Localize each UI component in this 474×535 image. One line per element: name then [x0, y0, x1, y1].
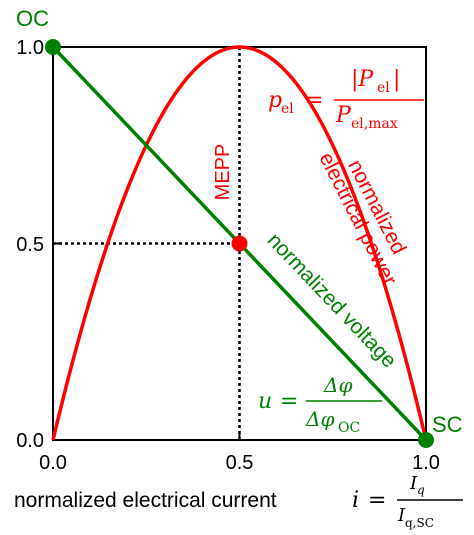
current-formula-symbol: i	[352, 488, 359, 513]
current-formula-denominator: I	[397, 505, 406, 526]
x-tick-label-0: 0.0	[39, 452, 67, 474]
current-formula-numerator: I	[409, 473, 418, 494]
sc-point	[418, 432, 434, 448]
power-formula-numerator: |P	[351, 67, 374, 92]
voltage-formula: u = Δφ Δφ OC	[258, 373, 382, 436]
power-formula-symbol-sub: el	[281, 101, 294, 117]
power-curve	[51, 45, 428, 441]
oc-point	[45, 39, 61, 55]
y-tick-label-1: 0.5	[16, 234, 44, 256]
voltage-formula-denominator: Δφ	[305, 407, 334, 431]
mepp-label: MEPP	[212, 144, 234, 201]
voltage-formula-symbol: u	[258, 389, 272, 414]
voltage-formula-numerator: Δφ	[323, 373, 352, 397]
power-formula-equals: =	[305, 88, 323, 113]
power-formula-numerator-sub: el	[377, 80, 390, 96]
voltage-formula-denominator-sub: OC	[338, 420, 360, 436]
x-tick-label-1: 0.5	[226, 452, 254, 474]
oc-label: OC	[16, 6, 49, 31]
sc-label: SC	[432, 412, 463, 437]
voltage-formula-equals: =	[280, 389, 298, 414]
current-formula-numerator-sub: q	[417, 483, 425, 497]
mepp-point	[231, 235, 248, 252]
x-tick-label-2: 1.0	[412, 452, 440, 474]
power-formula: p el = |P el | P el,max	[268, 67, 424, 132]
y-tick-label-2: 1.0	[16, 37, 44, 59]
x-axis-label: normalized electrical current	[14, 489, 277, 512]
current-formula-equals: =	[368, 488, 386, 513]
x-axis-title: normalized electrical current i = I q I …	[14, 473, 463, 530]
current-formula-denominator-sub: q,SC	[405, 516, 434, 530]
power-formula-symbol: p	[268, 88, 282, 113]
power-formula-denominator-sub: el,max	[351, 116, 398, 132]
y-tick-label-0: 0.0	[16, 430, 44, 452]
power-formula-numerator-close: |	[393, 67, 400, 92]
power-formula-denominator: P	[335, 103, 352, 128]
